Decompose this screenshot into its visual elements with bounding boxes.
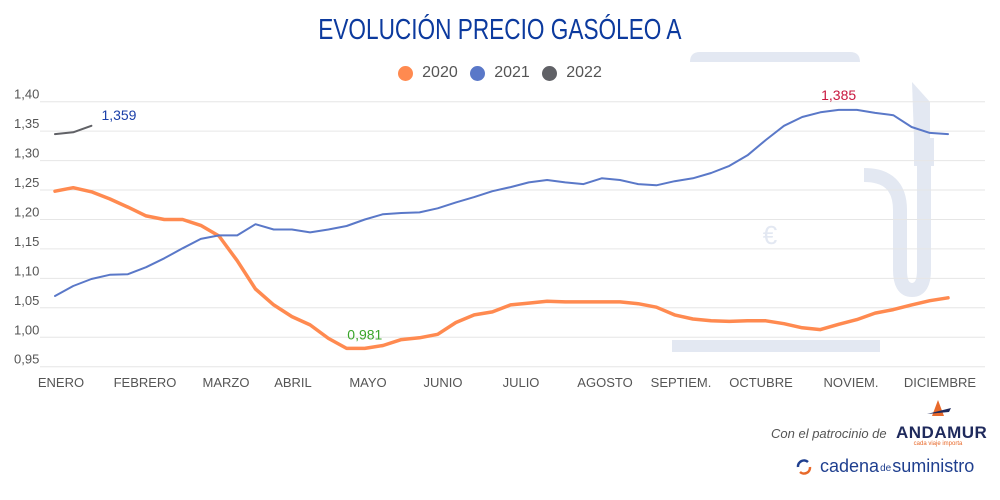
legend-item-2020[interactable]: 2020: [398, 64, 458, 82]
x-tick-label: ABRIL: [274, 375, 312, 390]
legend-label-2020: 2020: [422, 64, 458, 81]
series-line-2020: [53, 185, 950, 351]
x-tick-label: FEBRERO: [114, 375, 177, 390]
x-tick-label: MARZO: [203, 375, 250, 390]
x-tick-label: NOVIEM.: [824, 375, 879, 390]
x-tick-label: AGOSTO: [577, 375, 632, 390]
legend-label-2021: 2021: [494, 64, 530, 81]
legend: 2020 2021 2022: [0, 64, 1000, 86]
annotations: 1,359 1,385 0,981: [101, 87, 856, 343]
y-tick-label: 0,95: [14, 352, 39, 367]
de-text: de: [880, 463, 892, 474]
y-tick-label: 1,05: [14, 293, 39, 308]
y-tick-label: 1,40: [14, 87, 39, 102]
svg-text:A: A: [798, 159, 822, 200]
legend-dot-2021: [470, 65, 486, 81]
y-tick-label: 1,15: [14, 234, 39, 249]
sponsor-text: Con el patrocinio de: [771, 426, 887, 441]
chart-title-text: EVOLUCIÓN PRECIO GASÓLEO A: [318, 14, 682, 46]
y-axis: 1,40 1,35 1,30 1,25 1,20 1,15 1,10 1,05 1,00 0,95: [14, 87, 39, 367]
andamur-a-icon: [927, 400, 951, 416]
data-label-2020: 0,981: [347, 326, 382, 342]
data-label-2021: 1,385: [821, 87, 856, 103]
legend-label-2022: 2022: [566, 64, 602, 81]
x-tick-label: MAYO: [349, 375, 386, 390]
data-label-2022: 1,359: [101, 107, 136, 123]
andamur-brand: ANDAMUR: [896, 423, 988, 442]
x-tick-label: JUNIO: [424, 375, 463, 390]
x-tick-label: OCTUBRE: [729, 375, 793, 390]
x-tick-label: ENERO: [38, 375, 84, 390]
series-line-2021: [54, 108, 949, 297]
chart-title: EVOLUCIÓN PRECIO GASÓLEO A: [0, 14, 1000, 47]
y-tick-label: 1,30: [14, 146, 39, 161]
series-line-2022: [54, 124, 93, 136]
legend-item-2022[interactable]: 2022: [542, 64, 602, 82]
x-tick-label: DICIEMBRE: [904, 375, 977, 390]
refresh-arrows-icon: [796, 458, 812, 475]
andamur-tagline: cada viaje importa: [913, 441, 963, 447]
svg-text:€: €: [763, 220, 778, 250]
y-tick-label: 1,10: [14, 263, 39, 278]
y-tick-label: 1,20: [14, 204, 39, 219]
cadena-text: cadena: [820, 456, 880, 476]
x-tick-label: JULIO: [503, 375, 540, 390]
andamur-logo[interactable]: ANDAMUR cada viaje importa: [896, 398, 988, 447]
grid: [40, 101, 985, 368]
x-tick-label: SEPTIEM.: [651, 375, 712, 390]
y-tick-label: 1,25: [14, 175, 39, 190]
y-tick-label: 1,35: [14, 116, 39, 131]
cadena-suministro-logo[interactable]: cadena de suministro: [794, 456, 974, 477]
legend-dot-2020: [398, 65, 414, 81]
series-lines: [53, 108, 950, 351]
legend-dot-2022: [542, 65, 558, 81]
suministro-text: suministro: [892, 456, 975, 476]
y-tick-label: 1,00: [14, 322, 39, 337]
x-axis: ENERO FEBRERO MARZO ABRIL MAYO JUNIO JULIO AGOS…: [38, 375, 977, 390]
fuel-pump-watermark-icon: A €: [672, 52, 934, 352]
legend-item-2021[interactable]: 2021: [470, 64, 530, 82]
